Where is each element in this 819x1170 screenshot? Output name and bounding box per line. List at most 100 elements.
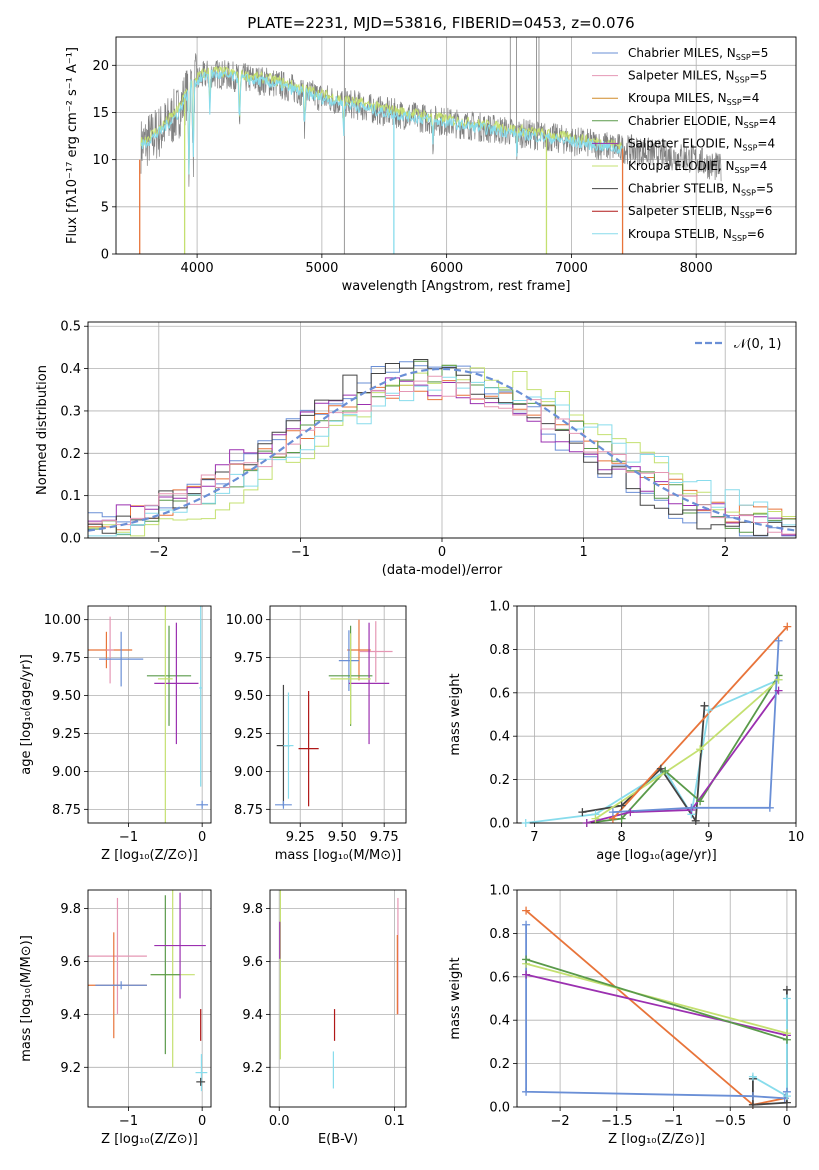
y-tick-label: 9.2 xyxy=(242,1061,263,1076)
weight-point-marker xyxy=(783,622,792,631)
error-bar-point xyxy=(99,631,144,687)
weight-series-line xyxy=(752,998,788,1098)
x-axis-label: Z [log₁₀(Z/Z⊙)] xyxy=(608,1132,705,1147)
weight-point-marker xyxy=(687,803,696,812)
x-tick-label: 10 xyxy=(788,830,805,845)
y-axis-label: mass [log₁₀(M/M⊙)] xyxy=(19,935,34,1062)
legend-label: Salpeter STELIB, NSSP=6 xyxy=(628,204,772,220)
error-bar-point xyxy=(298,690,319,807)
y-tick-label: 9.4 xyxy=(242,1008,263,1023)
x-axis-label: mass [log₁₀(M/M⊙)] xyxy=(275,848,402,863)
x-tick-label: 0 xyxy=(783,1114,791,1129)
y-tick-label: 0.4 xyxy=(489,730,510,745)
y-tick-label: 0.5 xyxy=(60,320,81,335)
y-tick-label: 0.1 xyxy=(60,489,81,504)
panel-residuals: −2 −1 0 1 2 0.0 0.1 0.2 0.3 0.4 0.5 (data-model)/er… xyxy=(35,320,797,578)
model-spectrum xyxy=(140,65,623,175)
legend-label: Chabrier STELIB, NSSP=5 xyxy=(628,182,774,198)
weight-point-marker xyxy=(582,819,591,827)
weight-point-marker xyxy=(782,994,791,1003)
panel-mass-vs-z: −1 0 9.2 9.4 9.6 9.8 Z [log₁₀(Z/Z⊙)] mass [log₁… xyxy=(19,889,212,1147)
error-bar-point xyxy=(283,692,294,799)
y-tick-label: 10 xyxy=(92,153,109,168)
panel-weight-vs-z: −2 −1.5 −1 −0.5 0 0.0 0.2 0.4 0.6 0.8 1.0 Z [log₁₀(… xyxy=(448,884,797,1147)
y-axis-label: Flux [fλ10⁻¹⁷ erg cm⁻² s⁻¹ A⁻¹] xyxy=(65,47,80,244)
panel-weight-vs-age: 7 8 9 10 0.0 0.2 0.4 0.6 0.8 1.0 age [log₁₀(age/yr… xyxy=(448,600,804,864)
error-bar-point xyxy=(196,1077,206,1086)
weight-point-marker xyxy=(578,808,587,817)
gaussian-curve xyxy=(88,367,796,532)
y-axis-label: age [log₁₀(age/yr)] xyxy=(19,654,34,775)
plot-area xyxy=(279,890,399,1089)
y-tick-label: 0.2 xyxy=(489,1057,510,1072)
x-axis-label: (data-model)/error xyxy=(382,563,503,578)
legend-label: 𝒩(0, 1) xyxy=(734,337,781,352)
x-tick-label: 0 xyxy=(198,830,206,845)
legend-label: Kroupa STELIB, NSSP=6 xyxy=(628,227,765,243)
error-bar-point xyxy=(154,892,206,999)
x-tick-label: 0 xyxy=(438,545,446,560)
error-bar-point xyxy=(88,897,147,1015)
y-axis-label: mass weight xyxy=(448,957,463,1039)
plot-area xyxy=(139,37,722,254)
weight-series-line xyxy=(612,640,780,813)
weight-point-marker xyxy=(617,801,626,810)
plot-area xyxy=(525,909,788,1106)
y-tick-label: 0.4 xyxy=(60,362,81,377)
y-tick-label: 10.00 xyxy=(226,613,263,628)
y-tick-label: 0.0 xyxy=(489,1101,510,1116)
y-tick-label: 0.8 xyxy=(489,643,510,658)
panel-age-vs-z: −1 0 8.75 9.00 9.25 9.50 9.75 10.00 Z [log₁₀(Z/Z… xyxy=(19,605,212,863)
axes-frame xyxy=(516,605,797,824)
y-tick-label: 0.2 xyxy=(489,773,510,788)
axes-frame xyxy=(269,889,407,1108)
plot-area xyxy=(525,625,788,823)
legend-label: Kroupa MILES, NSSP=4 xyxy=(628,91,759,107)
y-tick-label: 1.0 xyxy=(489,600,510,615)
error-bar-point xyxy=(196,800,209,809)
x-tick-label: −1.5 xyxy=(601,1114,633,1129)
y-tick-label: 9.50 xyxy=(52,689,81,704)
y-tick-label: 0.6 xyxy=(489,686,510,701)
plot-area xyxy=(88,606,209,823)
legend-label: Salpeter MILES, NSSP=5 xyxy=(628,69,767,85)
weight-series-line xyxy=(525,962,788,1035)
y-axis-label: mass weight xyxy=(448,673,463,755)
weight-point-marker xyxy=(661,766,670,775)
weight-series-line xyxy=(525,678,779,823)
grid xyxy=(88,606,211,823)
x-tick-label: 2 xyxy=(721,545,729,560)
weight-point-marker xyxy=(522,1087,531,1096)
y-tick-label: 9.6 xyxy=(242,955,263,970)
error-bar-point xyxy=(95,981,147,990)
y-tick-label: 8.75 xyxy=(52,803,81,818)
x-tick-label: −1 xyxy=(119,830,138,845)
x-axis-label: age [log₁₀(age/yr)] xyxy=(596,848,717,863)
y-tick-label: 9.25 xyxy=(234,727,263,742)
weight-series-line xyxy=(525,958,788,1041)
weight-point-marker xyxy=(782,1092,791,1101)
panel-mass-vs-ebv: 0.0 0.1 9.2 9.4 9.6 9.8 E(B-V) xyxy=(242,889,407,1147)
x-tick-label: 0 xyxy=(198,1114,206,1129)
weight-point-marker xyxy=(774,636,783,645)
x-axis-label: E(B-V) xyxy=(318,1132,358,1147)
y-tick-label: 9.25 xyxy=(52,727,81,742)
error-bar-point xyxy=(157,606,173,823)
y-tick-label: 20 xyxy=(92,59,109,74)
weight-point-marker xyxy=(774,675,783,684)
x-tick-label: −1 xyxy=(119,1114,138,1129)
y-tick-label: 0.6 xyxy=(489,970,510,985)
x-tick-label: −1 xyxy=(664,1114,683,1129)
weight-series-line xyxy=(582,705,706,823)
x-tick-label: 9.25 xyxy=(286,830,315,845)
weight-point-marker xyxy=(521,819,530,827)
y-tick-label: 9.50 xyxy=(234,689,263,704)
x-tick-label: 4000 xyxy=(181,261,214,276)
weight-series-line xyxy=(525,973,788,1037)
grid xyxy=(88,890,211,1107)
weight-point-marker xyxy=(704,706,713,715)
weight-point-marker xyxy=(522,955,531,964)
axes-frame xyxy=(269,605,407,824)
error-bar-point xyxy=(106,616,114,684)
